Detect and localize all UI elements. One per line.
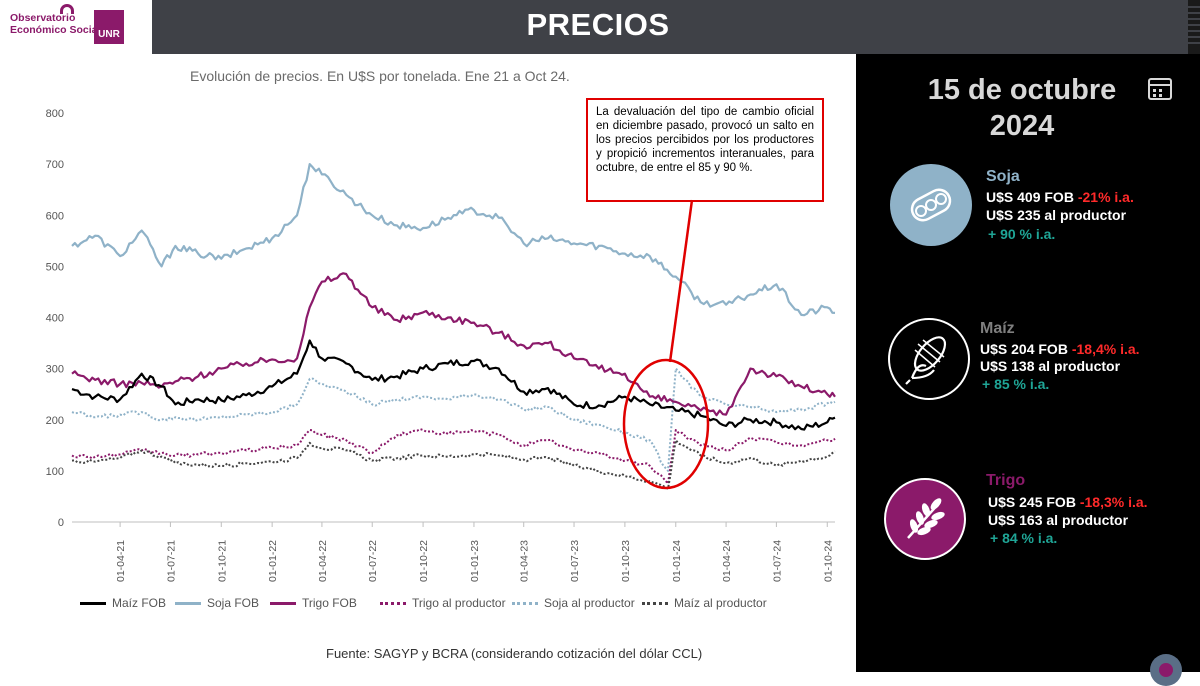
maiz-yoy: + 85 % i.a. xyxy=(982,376,1050,392)
soja-fob-change: -21% i.a. xyxy=(1077,189,1134,205)
x-tick-label: 01-10-23 xyxy=(620,540,632,582)
wheat-icon xyxy=(884,478,966,560)
unr-badge: UNR xyxy=(94,10,124,44)
x-tick-label: 01-01-23 xyxy=(469,540,481,582)
trigo-producer-price: U$S 163 al productor xyxy=(988,512,1129,528)
logo-line1: Observatorio xyxy=(10,12,76,24)
maiz-producer-price: U$S 138 al productor xyxy=(980,358,1121,374)
legend-item: Trigo FOB xyxy=(270,596,357,610)
x-tick-label: 01-07-21 xyxy=(165,540,177,582)
legend-item: Soja al productor xyxy=(512,596,635,610)
legend-item: Maíz FOB xyxy=(80,596,166,610)
trigo-fob-change: -18,3% i.a. xyxy=(1079,494,1148,510)
legend-swatch xyxy=(270,601,296,605)
maiz-fob-price: U$S 204 FOB xyxy=(980,341,1068,357)
report-date: 15 de octubre 2024 xyxy=(912,72,1132,144)
legend-item: Trigo al productor xyxy=(380,596,506,610)
x-tick-label: 01-07-22 xyxy=(367,540,379,582)
legend-label: Soja FOB xyxy=(207,596,260,610)
logo-line2: Económico Social xyxy=(10,24,101,36)
series-line-soja-fob xyxy=(71,162,836,317)
legend-swatch xyxy=(642,601,668,605)
date-line2: 2024 xyxy=(989,110,1055,142)
soja-producer-price: U$S 235 al productor xyxy=(986,207,1127,223)
legend-swatch xyxy=(380,601,406,605)
header-bar: Observatorio Económico Social UNR PRECIO… xyxy=(0,0,1200,54)
trigo-yoy: + 84 % i.a. xyxy=(990,530,1058,546)
soja-fob-price: U$S 409 FOB xyxy=(986,189,1074,205)
calendar-icon xyxy=(1148,78,1172,100)
soja-yoy: + 90 % i.a. xyxy=(988,226,1056,242)
x-tick-label: 01-01-24 xyxy=(671,540,683,582)
side-strip xyxy=(1188,0,1200,54)
y-tick-label: 700 xyxy=(46,159,64,171)
crop-name-maiz: Maíz xyxy=(980,320,1015,337)
x-tick-label: 01-04-23 xyxy=(519,540,531,582)
page-title: PRECIOS xyxy=(526,7,670,42)
x-tick-label: 01-07-23 xyxy=(569,540,581,582)
series-line-ma-z-al-productor xyxy=(71,439,836,490)
chart-legend: Maíz FOB Soja FOB Trigo FOB Trigo al produc… xyxy=(80,596,800,616)
legend-label: Soja al productor xyxy=(544,596,635,610)
date-line1: 15 de octubre xyxy=(927,74,1117,106)
x-tick-label: 01-04-24 xyxy=(721,540,733,582)
annotation-box: La devaluación del tipo de cambio oficia… xyxy=(586,98,824,202)
logo-arc-icon xyxy=(60,4,74,14)
maiz-fob-change: -18,4% i.a. xyxy=(1071,341,1140,357)
source-note: Fuente: SAGYP y BCRA (considerando cotiz… xyxy=(326,646,703,661)
corn-icon xyxy=(888,318,970,400)
x-tick-label: 01-01-22 xyxy=(267,540,279,582)
y-tick-label: 500 xyxy=(46,261,64,273)
x-tick-label: 01-04-21 xyxy=(115,540,127,582)
chart-title: Evolución de precios. En U$S por tonelad… xyxy=(190,68,570,84)
legend-item: Maíz al productor xyxy=(642,596,767,610)
x-tick-label: 01-10-22 xyxy=(418,540,430,582)
soja-fob: U$S 409 FOB -21% i.a. xyxy=(986,189,1134,205)
maiz-fob: U$S 204 FOB -18,4% i.a. xyxy=(980,341,1140,357)
corner-badge xyxy=(1150,654,1182,686)
summary-panel: 15 de octubre 2024 Soja U$S 409 FOB -21%… xyxy=(856,54,1200,686)
legend-item: Soja FOB xyxy=(175,596,259,610)
soybean-icon xyxy=(890,164,972,246)
y-tick-label: 200 xyxy=(46,415,64,427)
legend-label: Maíz al productor xyxy=(674,596,767,610)
legend-label: Trigo al productor xyxy=(412,596,506,610)
y-tick-label: 300 xyxy=(46,364,64,376)
y-tick-label: 600 xyxy=(46,210,64,222)
crop-name-trigo: Trigo xyxy=(986,472,1026,489)
x-tick-label: 01-10-24 xyxy=(822,540,834,582)
legend-swatch xyxy=(175,601,201,605)
y-tick-label: 0 xyxy=(58,517,64,529)
crop-name-soja: Soja xyxy=(986,168,1020,185)
x-tick-label: 01-10-21 xyxy=(216,540,228,582)
legend-swatch xyxy=(80,601,106,605)
x-tick-label: 01-07-24 xyxy=(771,540,783,582)
trigo-fob-price: U$S 245 FOB xyxy=(988,494,1076,510)
y-tick-label: 400 xyxy=(46,313,64,325)
x-tick-label: 01-04-22 xyxy=(317,540,329,582)
legend-label: Maíz FOB xyxy=(112,596,167,610)
logo-text: Observatorio Económico Social xyxy=(10,12,100,36)
series-line-soja-al-productor xyxy=(71,367,836,472)
logo: Observatorio Económico Social UNR xyxy=(0,0,152,54)
legend-label: Trigo FOB xyxy=(302,596,357,610)
legend-swatch xyxy=(512,601,538,605)
series-line-ma-z-fob xyxy=(71,339,836,431)
series-line-trigo-fob xyxy=(71,272,836,417)
y-tick-label: 800 xyxy=(46,108,64,120)
trigo-fob: U$S 245 FOB -18,3% i.a. xyxy=(988,494,1148,510)
y-tick-label: 100 xyxy=(46,466,64,478)
